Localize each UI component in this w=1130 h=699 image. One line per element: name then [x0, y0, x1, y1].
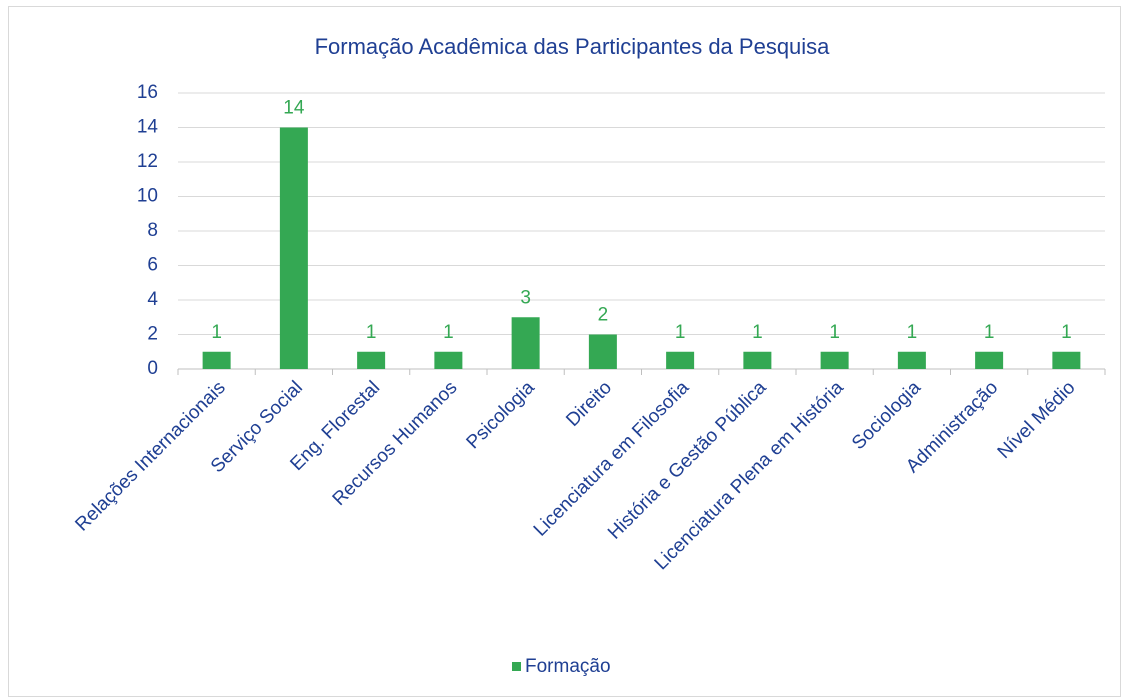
data-label: 2: [598, 305, 609, 326]
bar: [820, 351, 849, 369]
legend-swatch: [512, 662, 521, 671]
bar: [588, 334, 617, 369]
bar: [666, 351, 695, 369]
legend-label: Formação: [525, 656, 611, 677]
y-tick-label: 0: [147, 358, 158, 379]
y-tick-label: 6: [147, 255, 158, 276]
chart-border: [8, 6, 1121, 697]
data-label: 1: [366, 322, 377, 343]
y-tick-label: 14: [137, 117, 159, 138]
y-tick-label: 2: [147, 324, 158, 345]
y-tick-label: 12: [137, 151, 158, 172]
data-label: 3: [520, 287, 531, 308]
y-tick-label: 4: [147, 289, 158, 310]
bar: [279, 127, 308, 369]
bar: [1052, 351, 1081, 369]
y-tick-label: 10: [137, 186, 158, 207]
y-tick-label: 8: [147, 220, 158, 241]
y-tick-label: 16: [137, 82, 158, 103]
data-label: 1: [675, 322, 686, 343]
data-label: 1: [984, 322, 995, 343]
bar: [202, 351, 231, 369]
chart-title: Formação Acadêmica das Participantes da …: [315, 34, 831, 59]
bar: [357, 351, 386, 369]
bar: [897, 351, 926, 369]
bar: [975, 351, 1004, 369]
data-label: 1: [907, 322, 918, 343]
data-label: 1: [752, 322, 763, 343]
data-label: 1: [1061, 322, 1072, 343]
data-label: 14: [283, 98, 305, 119]
data-label: 1: [211, 322, 222, 343]
data-label: 1: [829, 322, 840, 343]
bar: [743, 351, 772, 369]
bar: [434, 351, 463, 369]
data-label: 1: [443, 322, 454, 343]
bar: [511, 317, 540, 369]
